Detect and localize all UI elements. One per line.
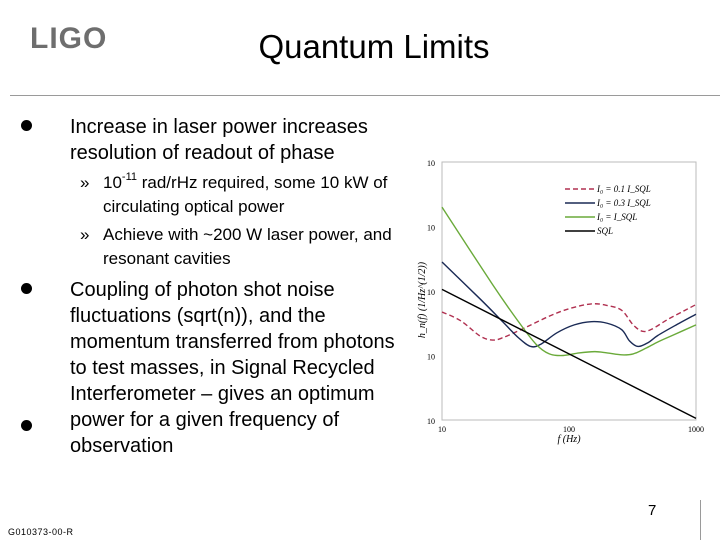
legend-label: I₀ = 0.1 I_SQL (596, 184, 651, 194)
x-axis-label: f (Hz) (557, 434, 581, 445)
bullet-dot-icon (21, 283, 32, 294)
y-tick-label: 10 (427, 224, 435, 233)
bullet-laser-power-text: Increase in laser power increases resolu… (70, 116, 368, 164)
footer-divider (700, 500, 701, 540)
y-axis-label: h_n(f) (1/Hz^(1/2)) (417, 261, 428, 338)
sub-bullet-marker-icon: » (80, 225, 90, 244)
y-tick-label: 10 (427, 288, 435, 297)
series-line-i0_10 (441, 206, 697, 357)
series-line-i0_03 (441, 261, 697, 348)
sub2-text: Achieve with ~200 W laser power, and res… (103, 225, 392, 268)
y-tick-label: 10 (427, 159, 435, 168)
y-tick-label: 10 (427, 417, 435, 426)
legend-label: I₀ = I_SQL (596, 212, 637, 222)
sub1-rest: rad/rHz required, some 10 kW of circulat… (103, 173, 388, 216)
x-tick-label: 10 (438, 425, 446, 434)
series-line-i0_01 (441, 303, 697, 341)
page-number: 7 (648, 502, 657, 519)
bullet-coupling: Coupling of photon shot noise fluctuatio… (21, 277, 410, 459)
sub-bullet-achieve: » Achieve with ~200 W laser power, and r… (80, 223, 413, 271)
bullet-laser-power: Increase in laser power increases resolu… (21, 114, 400, 166)
plot-frame (441, 161, 697, 421)
sub1-exponent: -11 (121, 171, 138, 184)
y-tick-label: 10 (427, 353, 435, 362)
x-tick-label: 1000 (688, 425, 704, 434)
series-line-sql (441, 288, 697, 420)
bullet-coupling-text: Coupling of photon shot noise fluctuatio… (70, 279, 395, 457)
ligo-logo: LIGO (30, 22, 108, 55)
sub1-base: 10 (103, 173, 122, 192)
bullet-dot-icon (21, 120, 32, 131)
x-tick-label: 100 (563, 425, 575, 434)
legend-label: SQL (597, 226, 613, 236)
sub-bullet-required: » 10-11 rad/rHz required, some 10 kW of … (80, 171, 413, 219)
sub-bullet-marker-icon: » (80, 173, 90, 192)
legend-label: I₀ = 0.3 I_SQL (596, 198, 651, 208)
bullet-dot-icon (21, 420, 32, 431)
title-divider (10, 95, 720, 96)
document-id: G010373-00-R (8, 527, 74, 537)
slide-title: Quantum Limits (258, 28, 490, 65)
